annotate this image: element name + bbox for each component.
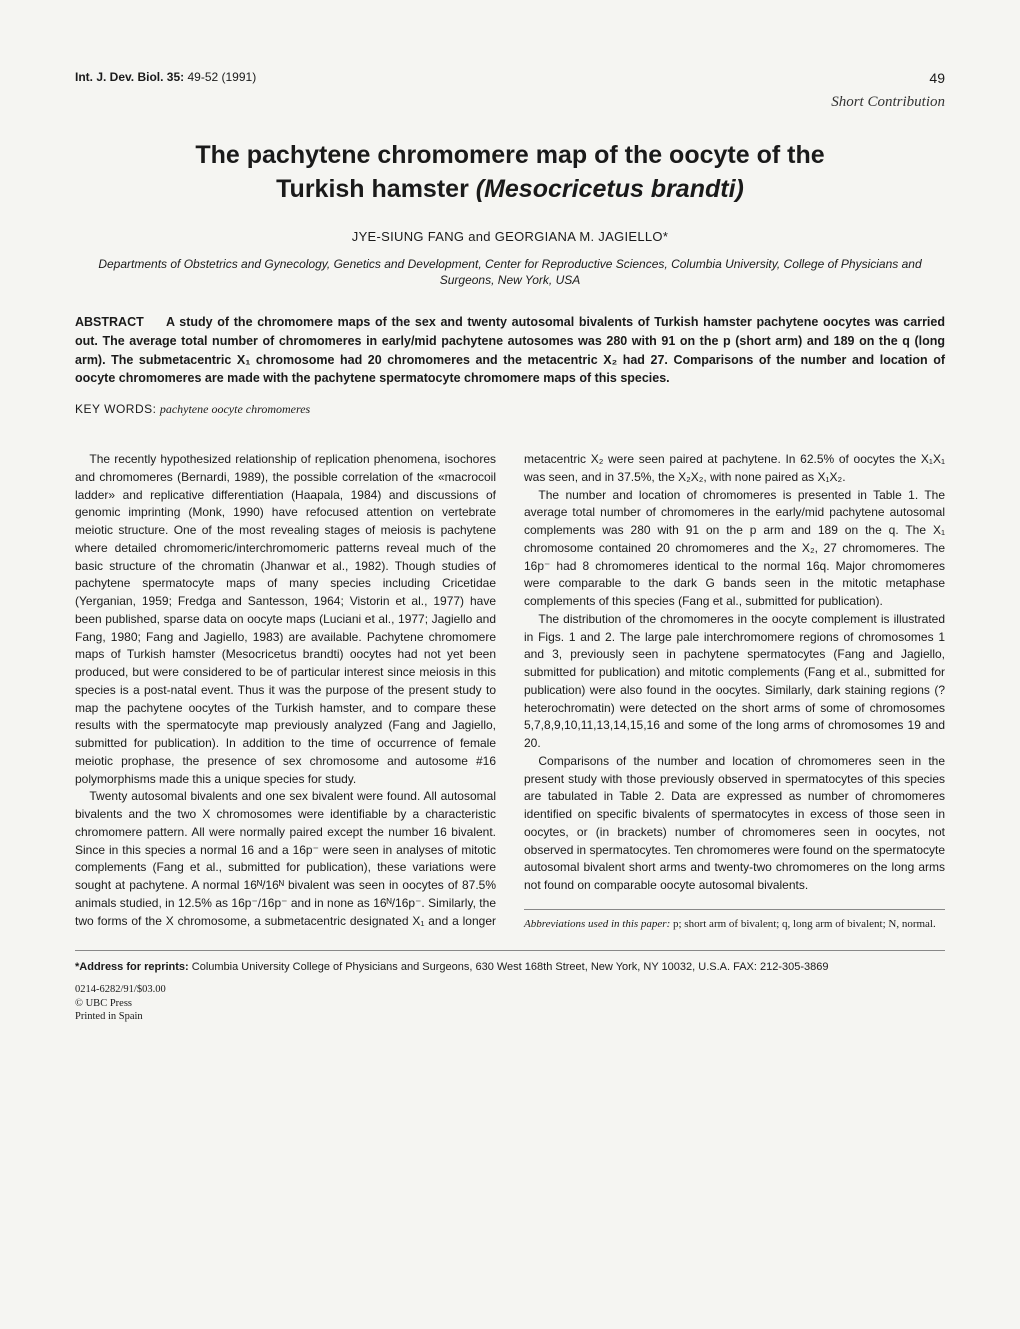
body-paragraph: The recently hypothesized relationship o…	[75, 451, 496, 788]
title-species: (Mesocricetus brandti)	[476, 175, 744, 203]
printed-in: Printed in Spain	[75, 1010, 945, 1024]
publisher: © UBC Press	[75, 997, 945, 1011]
title-line-1: The pachytene chromomere map of the oocy…	[195, 141, 824, 169]
body-paragraph: Comparisons of the number and location o…	[524, 753, 945, 895]
abstract: ABSTRACT A study of the chromomere maps …	[75, 313, 945, 388]
authors: JYE-SIUNG FANG and GEORGIANA M. JAGIELLO…	[75, 229, 945, 244]
reprint-label: *Address for reprints:	[75, 961, 189, 973]
keywords-text: pachytene oocyte chromomeres	[160, 402, 310, 416]
header-row: Int. J. Dev. Biol. 35: 49-52 (1991) 49	[75, 70, 945, 86]
journal-pages: 49-52 (1991)	[187, 70, 256, 84]
abbrev-text: p; short arm of bivalent; q, long arm of…	[673, 918, 936, 930]
body-columns: The recently hypothesized relationship o…	[75, 451, 945, 932]
journal-reference: Int. J. Dev. Biol. 35: 49-52 (1991)	[75, 70, 256, 86]
abbrev-label: Abbreviations used in this paper:	[524, 918, 670, 930]
abstract-label: ABSTRACT	[75, 315, 144, 329]
body-paragraph: The distribution of the chromomeres in t…	[524, 611, 945, 753]
journal-name: Int. J. Dev. Biol. 35:	[75, 70, 184, 84]
keywords-label: KEY WORDS:	[75, 402, 156, 416]
article-title: The pachytene chromomere map of the oocy…	[75, 139, 945, 207]
abbreviations-footnote: Abbreviations used in this paper: p; sho…	[524, 909, 945, 932]
issn: 0214-6282/91/$03.00	[75, 983, 945, 997]
reprint-text: Columbia University College of Physician…	[192, 961, 829, 973]
page-number: 49	[929, 70, 945, 86]
title-line-2-pre: Turkish hamster	[276, 175, 469, 203]
abstract-text: A study of the chromomere maps of the se…	[75, 315, 945, 385]
reprint-address: *Address for reprints: Columbia Universi…	[75, 950, 945, 973]
affiliation: Departments of Obstetrics and Gynecology…	[75, 256, 945, 290]
keywords: KEY WORDS: pachytene oocyte chromomeres	[75, 402, 945, 417]
issn-block: 0214-6282/91/$03.00 © UBC Press Printed …	[75, 983, 945, 1024]
body-paragraph: The number and location of chromomeres i…	[524, 487, 945, 611]
article-type: Short Contribution	[75, 94, 945, 111]
